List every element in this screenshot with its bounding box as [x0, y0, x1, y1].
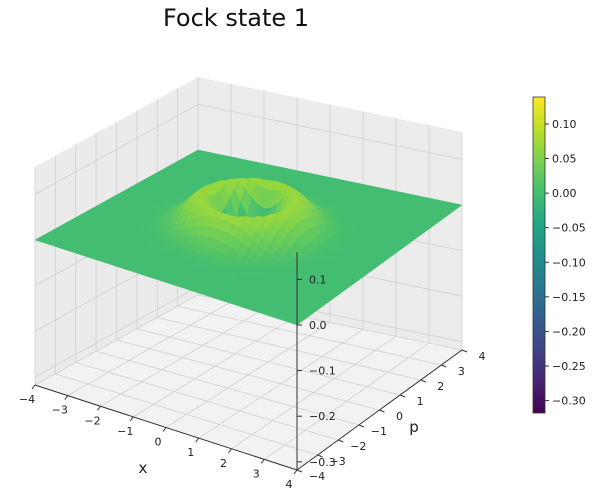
z-tick-label: −0.3: [309, 456, 336, 469]
x-tick-label: 3: [253, 467, 260, 480]
colorbar-tick-label: 0.00: [552, 187, 577, 200]
colorbar-gradient: [532, 96, 546, 414]
p-tick-mark: [296, 469, 303, 473]
p-tick-label: −2: [350, 440, 366, 453]
z-tick-label: 0.0: [309, 319, 327, 332]
x-tick-mark: [31, 384, 36, 390]
wigner-surface: [34, 149, 463, 326]
p-tick-label: 4: [479, 350, 486, 363]
x-tick-mark: [162, 427, 167, 432]
x-tick-mark: [228, 448, 232, 454]
x-tick-label: −4: [19, 393, 35, 406]
z-tick-label: 0.1: [309, 273, 327, 286]
p-tick-mark: [461, 349, 468, 353]
p-tick-mark: [317, 454, 323, 458]
x-tick-label: 0: [155, 436, 162, 449]
colorbar-tick-label: −0.15: [552, 291, 586, 304]
chart-title: Fock state 1: [163, 4, 309, 32]
p-axis-label: p: [409, 418, 419, 436]
x-tick-label: 1: [187, 446, 194, 459]
p-tick-mark: [420, 379, 426, 383]
x-tick-mark: [64, 395, 69, 400]
x-tick-mark: [260, 459, 265, 464]
p-tick-label: −3: [330, 455, 346, 468]
x-tick-label: −1: [117, 425, 133, 438]
x-tick-label: 4: [286, 478, 293, 491]
colorbar: 0.10 0.05 0.00 −0.05 −0.10 −0.15 −0.20 −0.25 −0.…: [532, 96, 586, 414]
x-tick-label: −2: [84, 414, 100, 427]
x-tick-mark: [97, 405, 101, 411]
p-tick-label: 2: [437, 380, 444, 393]
z-tick-label: −0.2: [309, 410, 336, 423]
p-tick-mark: [441, 364, 447, 368]
p-tick-label: −1: [371, 425, 387, 438]
colorbar-tick-label: −0.10: [552, 256, 586, 269]
p-tick-label: 3: [458, 365, 465, 378]
p-tick-label: −4: [309, 470, 325, 483]
p-tick-mark: [338, 439, 344, 443]
colorbar-tick-label: 0.10: [552, 118, 577, 131]
grid-line-z: [34, 103, 463, 195]
surface-patch: [289, 319, 302, 326]
x-tick-label: −3: [52, 404, 68, 417]
x-tick-label: 2: [220, 457, 227, 470]
p-tick-mark: [379, 409, 385, 413]
x-axis-label: x: [139, 459, 148, 477]
tick-labels: −4−3−2−101234−4−3−2−101234−0.3−0.2−0.10.…: [19, 273, 486, 491]
p-tick-mark: [399, 394, 406, 398]
x-tick-mark: [293, 469, 298, 475]
floor-pane: [35, 295, 462, 470]
colorbar-tick-label: −0.25: [552, 360, 586, 373]
colorbar-tick-label: 0.05: [552, 153, 577, 166]
z-tick-label: −0.1: [309, 365, 336, 378]
x-tick-mark: [129, 416, 134, 422]
colorbar-tick-label: −0.20: [552, 325, 586, 338]
p-tick-label: 1: [417, 395, 424, 408]
colorbar-tick-label: −0.30: [552, 395, 586, 408]
x-tick-mark: [195, 437, 200, 443]
colorbar-tick-label: −0.05: [552, 222, 586, 235]
p-tick-label: 0: [396, 410, 403, 423]
p-tick-mark: [358, 424, 365, 428]
